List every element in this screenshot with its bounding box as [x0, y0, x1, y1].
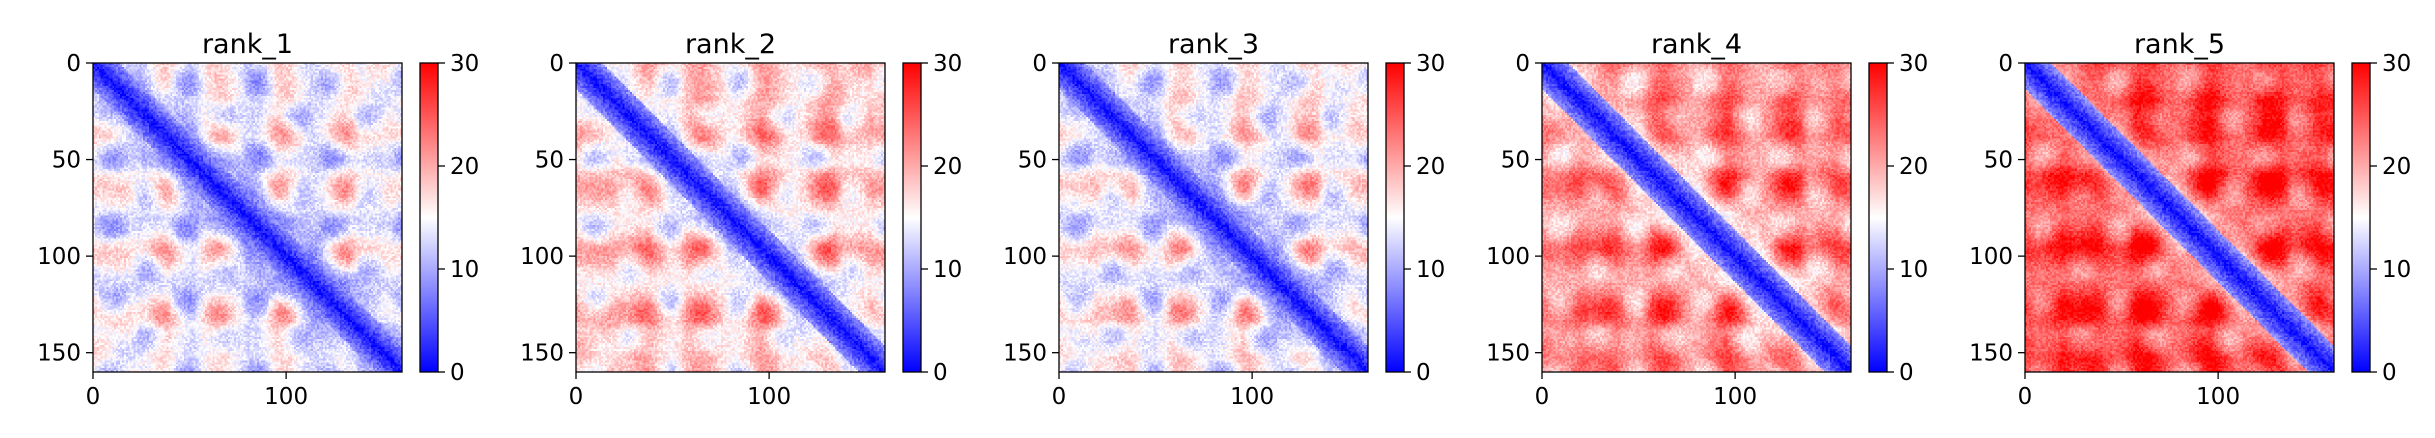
panel-title: rank_5 — [2134, 29, 2225, 60]
colorbar-tick-label: 0 — [450, 360, 465, 386]
colorbar-tick-label: 10 — [1416, 257, 1445, 283]
colorbar-tick-label: 30 — [1899, 51, 1928, 77]
y-tick-label: 100 — [37, 244, 81, 270]
colorbar-tick-label: 10 — [933, 257, 962, 283]
y-tick-label: 50 — [1984, 148, 2013, 174]
x-tick-label: 100 — [1713, 384, 1757, 410]
colorbar-tick-label: 30 — [2382, 51, 2411, 77]
colorbar-tick-label: 0 — [933, 360, 948, 386]
x-tick-label: 0 — [86, 384, 101, 410]
heatmap-image — [93, 63, 402, 372]
panel-title: rank_3 — [1168, 29, 1259, 60]
colorbar-tick-label: 30 — [450, 51, 479, 77]
y-tick-label: 0 — [1515, 51, 1530, 77]
x-tick-label: 100 — [264, 384, 308, 410]
colorbar-tick-label: 0 — [1899, 360, 1914, 386]
heatmap-image — [2025, 63, 2334, 372]
colorbar — [1868, 62, 1888, 373]
y-tick-label: 100 — [1486, 244, 1530, 270]
heatmap-image — [1542, 63, 1851, 372]
y-tick-label: 0 — [1998, 51, 2013, 77]
y-tick-label: 150 — [520, 341, 564, 367]
colorbar — [419, 62, 439, 373]
colorbar-tick-label: 20 — [2382, 154, 2411, 180]
y-tick-label: 50 — [52, 148, 81, 174]
colorbar-tick-label: 10 — [2382, 257, 2411, 283]
y-tick-label: 100 — [1969, 244, 2013, 270]
y-tick-label: 50 — [1501, 148, 1530, 174]
y-tick-label: 0 — [1032, 51, 1047, 77]
y-tick-label: 150 — [37, 341, 81, 367]
x-tick-label: 100 — [2196, 384, 2240, 410]
panel-title: rank_1 — [202, 29, 293, 60]
colorbar — [902, 62, 922, 373]
colorbar-tick-label: 30 — [1416, 51, 1445, 77]
colorbar-tick-label: 30 — [933, 51, 962, 77]
y-tick-label: 100 — [520, 244, 564, 270]
colorbar-tick-label: 10 — [1899, 257, 1928, 283]
x-tick-label: 0 — [1535, 384, 1550, 410]
axes-frame — [92, 62, 403, 373]
x-tick-label: 100 — [747, 384, 791, 410]
y-tick-label: 100 — [1003, 244, 1047, 270]
axes-frame — [575, 62, 886, 373]
axes-frame — [2024, 62, 2335, 373]
x-tick-label: 0 — [1052, 384, 1067, 410]
x-tick-label: 0 — [569, 384, 584, 410]
x-tick-label: 0 — [2018, 384, 2033, 410]
y-tick-label: 0 — [549, 51, 564, 77]
colorbar-tick-label: 20 — [1899, 154, 1928, 180]
y-tick-label: 150 — [1486, 341, 1530, 367]
y-tick-label: 50 — [535, 148, 564, 174]
colorbar-tick-label: 10 — [450, 257, 479, 283]
x-tick-label: 100 — [1230, 384, 1274, 410]
axes-frame — [1058, 62, 1369, 373]
y-tick-label: 50 — [1018, 148, 1047, 174]
heatmap-image — [576, 63, 885, 372]
panel-title: rank_4 — [1651, 29, 1742, 60]
y-tick-label: 0 — [66, 51, 81, 77]
colorbar-tick-label: 20 — [1416, 154, 1445, 180]
y-tick-label: 150 — [1003, 341, 1047, 367]
y-tick-label: 150 — [1969, 341, 2013, 367]
heatmap-image — [1059, 63, 1368, 372]
panel-title: rank_2 — [685, 29, 776, 60]
colorbar-tick-label: 0 — [1416, 360, 1431, 386]
colorbar — [1385, 62, 1405, 373]
colorbar-tick-label: 20 — [933, 154, 962, 180]
colorbar-tick-label: 20 — [450, 154, 479, 180]
colorbar — [2351, 62, 2371, 373]
colorbar-tick-label: 0 — [2382, 360, 2397, 386]
axes-frame — [1541, 62, 1852, 373]
